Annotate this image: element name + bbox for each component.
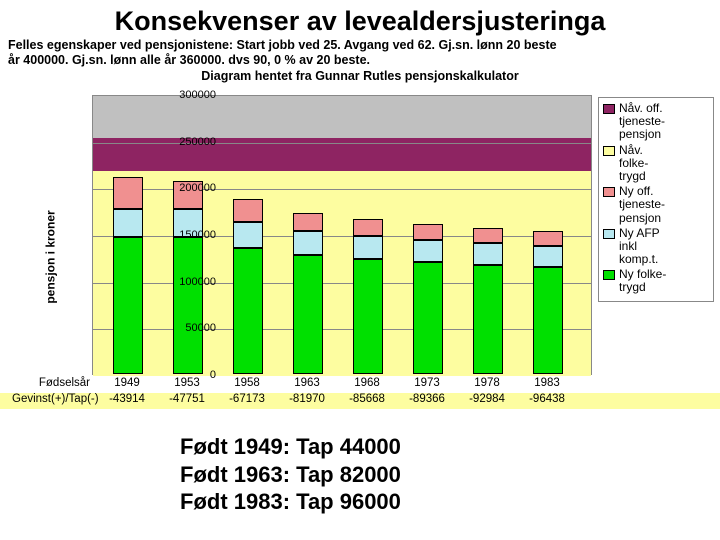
y-tick-label: 100000 xyxy=(166,276,216,288)
bar-segment xyxy=(533,231,563,246)
swatch-icon xyxy=(603,146,615,156)
summary-block: Født 1949: Tap 44000 Født 1963: Tap 8200… xyxy=(0,427,720,516)
x-row-label: Fødselsår xyxy=(12,377,90,389)
bar-segment xyxy=(473,243,503,264)
x-cell: 1953 xyxy=(156,377,218,389)
bar-segment xyxy=(113,209,143,237)
bar-segment xyxy=(113,237,143,374)
legend-item-ny-off: Ny off. tjeneste- pensjon xyxy=(603,185,709,225)
x-cell: -85668 xyxy=(336,393,398,405)
y-axis-label: pensjon i kroner xyxy=(44,210,58,303)
subtitle-line-2: år 400000. Gj.sn. lønn alle år 360000. d… xyxy=(0,52,720,67)
bar-segment xyxy=(293,231,323,255)
bar-segment xyxy=(413,224,443,240)
bar-segment xyxy=(353,259,383,374)
y-tick-label: 200000 xyxy=(166,182,216,194)
bar-segment xyxy=(533,246,563,267)
x-cell: -81970 xyxy=(276,393,338,405)
legend: Nåv. off. tjeneste- pensjon Nåv. folke- … xyxy=(598,97,714,302)
bar-segment xyxy=(353,236,383,259)
x-cell: -43914 xyxy=(96,393,158,405)
subtitle-line-1: Felles egenskaper ved pensjonistene: Sta… xyxy=(0,37,720,52)
bar-segment xyxy=(173,237,203,374)
bar-segment xyxy=(233,248,263,374)
x-cell: 1949 xyxy=(96,377,158,389)
legend-item-nav-off: Nåv. off. tjeneste- pensjon xyxy=(603,102,709,142)
swatch-icon xyxy=(603,187,615,197)
bar-segment xyxy=(233,199,263,222)
bar-segment xyxy=(293,213,323,232)
swatch-icon xyxy=(603,229,615,239)
bar-segment xyxy=(473,228,503,243)
summary-line: Født 1983: Tap 96000 xyxy=(180,488,720,516)
swatch-icon xyxy=(603,270,615,280)
legend-label: Ny off. tjeneste- pensjon xyxy=(619,185,665,225)
x-cell: -47751 xyxy=(156,393,218,405)
chart-area: pensjon i kroner 05000010000015000020000… xyxy=(0,87,720,427)
x-row-label: Gevinst(+)/Tap(-) xyxy=(12,393,90,405)
summary-line: Født 1949: Tap 44000 xyxy=(180,433,720,461)
legend-label: Ny AFP inkl komp.t. xyxy=(619,227,660,267)
x-cell: 1968 xyxy=(336,377,398,389)
x-cell: -96438 xyxy=(516,393,578,405)
page-title: Konsekvenser av levealdersjusteringa xyxy=(0,0,720,37)
legend-item-ny-afp: Ny AFP inkl komp.t. xyxy=(603,227,709,267)
x-axis-rows: Fødselsår 1949195319581963196819731978198… xyxy=(0,377,720,409)
bar-segment xyxy=(293,255,323,374)
x-cell: -89366 xyxy=(396,393,458,405)
x-cell: 1963 xyxy=(276,377,338,389)
bar-segment xyxy=(413,240,443,262)
legend-label: Nåv. folke- trygd xyxy=(619,144,648,184)
legend-label: Nåv. off. tjeneste- pensjon xyxy=(619,102,665,142)
summary-line: Født 1963: Tap 82000 xyxy=(180,461,720,489)
x-cell: 1978 xyxy=(456,377,518,389)
y-tick-label: 50000 xyxy=(166,322,216,334)
bar-segment xyxy=(113,177,143,209)
legend-item-nav-folk: Nåv. folke- trygd xyxy=(603,144,709,184)
legend-label: Ny folke- trygd xyxy=(619,268,666,294)
x-cell: -92984 xyxy=(456,393,518,405)
bar-segment xyxy=(353,219,383,236)
bar-segment xyxy=(473,265,503,374)
y-tick-label: 250000 xyxy=(166,136,216,148)
bar-segment xyxy=(533,267,563,374)
swatch-icon xyxy=(603,104,615,114)
y-tick-label: 300000 xyxy=(166,89,216,101)
bar-segment xyxy=(413,262,443,374)
x-cell: 1958 xyxy=(216,377,278,389)
x-cell: 1983 xyxy=(516,377,578,389)
legend-item-ny-folk: Ny folke- trygd xyxy=(603,268,709,294)
x-cell: -67173 xyxy=(216,393,278,405)
chart-caption: Diagram hentet fra Gunnar Rutles pensjon… xyxy=(0,67,720,87)
bar-segment xyxy=(233,222,263,248)
x-cell: 1973 xyxy=(396,377,458,389)
y-tick-label: 150000 xyxy=(166,229,216,241)
